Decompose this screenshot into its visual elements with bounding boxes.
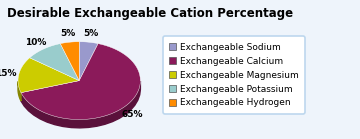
- Text: 65%: 65%: [121, 110, 143, 119]
- Text: 15%: 15%: [0, 69, 16, 78]
- Text: 5%: 5%: [83, 29, 99, 38]
- Polygon shape: [21, 81, 140, 128]
- Legend: Exchangeable Sodium, Exchangeable Calcium, Exchangeable Magnesium, Exchangeable : Exchangeable Sodium, Exchangeable Calciu…: [163, 36, 305, 114]
- Text: 5%: 5%: [60, 29, 75, 38]
- Polygon shape: [18, 58, 79, 93]
- Polygon shape: [18, 81, 21, 101]
- Polygon shape: [60, 42, 79, 81]
- Text: Desirable Exchangeable Cation Percentage: Desirable Exchangeable Cation Percentage: [7, 7, 293, 20]
- Polygon shape: [30, 44, 79, 81]
- Polygon shape: [21, 44, 140, 120]
- Polygon shape: [79, 42, 98, 81]
- Text: 10%: 10%: [24, 38, 46, 47]
